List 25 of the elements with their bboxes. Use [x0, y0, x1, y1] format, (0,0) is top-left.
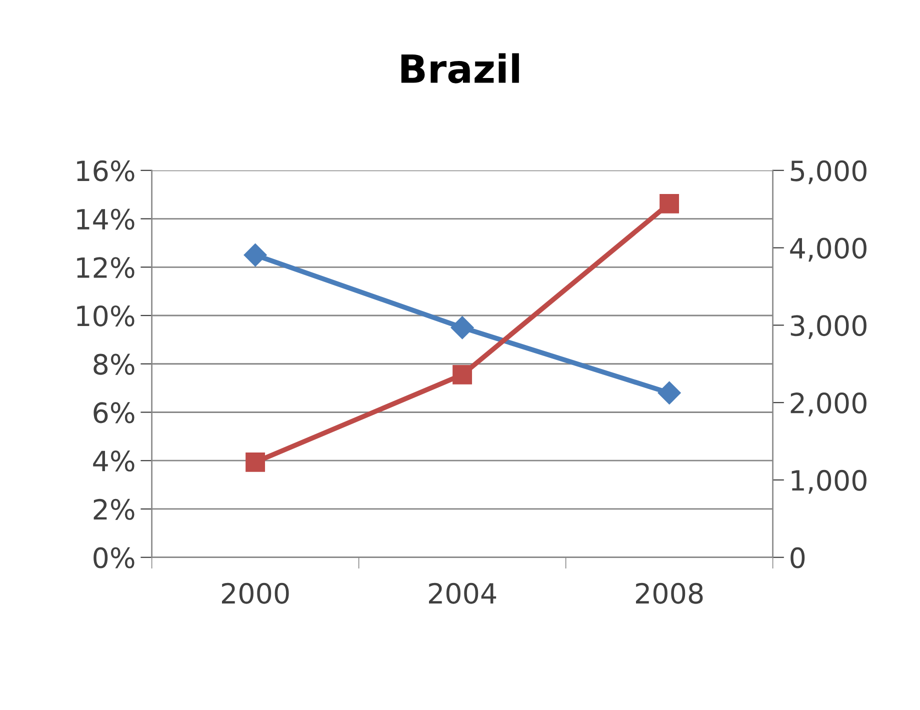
point — [244, 244, 267, 267]
point — [660, 194, 680, 214]
y-tick-label: 14% — [77, 208, 134, 230]
y2-tick-label: 1,000 — [792, 470, 866, 494]
y-tick-label: 6% — [94, 402, 134, 424]
y2-tick-label: 2,000 — [790, 392, 866, 416]
point — [452, 364, 472, 384]
y-tick-label: 8% — [94, 354, 134, 375]
y-tick-label: 12% — [77, 257, 134, 278]
y-tick-label: 16% — [77, 160, 134, 182]
y2-tick-label: 3,000 — [790, 315, 866, 339]
y-tick-label: 4% — [93, 450, 134, 472]
point — [658, 381, 681, 404]
y2-tick-label: 5,000 — [790, 160, 866, 184]
point — [246, 452, 266, 472]
y-tick-label: 2% — [94, 498, 134, 520]
x-tick-label: 2008 — [636, 582, 703, 604]
point — [450, 316, 474, 340]
x-tick-label: 2000 — [222, 582, 289, 604]
chart-title: Brazil — [401, 53, 519, 84]
y2-tick-label: 4,000 — [790, 238, 866, 262]
y-tick-label: 10% — [77, 305, 134, 326]
y-tick-label: 0% — [94, 547, 134, 568]
y2-tick-label: 0 — [790, 547, 805, 568]
x-tick-label: 2004 — [428, 582, 496, 604]
